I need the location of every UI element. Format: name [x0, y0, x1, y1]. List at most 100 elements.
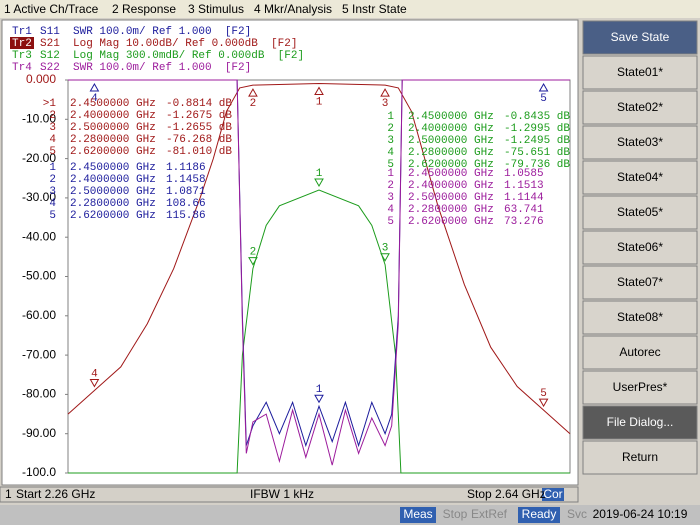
marker-num: 1: [387, 168, 394, 180]
footer-item: Meas: [403, 507, 432, 521]
marker-num: 4: [387, 147, 394, 159]
menu-bar: [0, 0, 700, 18]
marker-freq: 2.4500000 GHz: [408, 111, 494, 123]
marker-value: 73.276: [504, 216, 544, 228]
marker-freq: 2.4500000 GHz: [408, 168, 494, 180]
cor-box: [542, 488, 564, 501]
marker-freq: 2.4500000 GHz: [70, 98, 156, 110]
softkey-label: Autorec: [619, 345, 660, 359]
marker-value: -81.010 dB: [166, 146, 232, 158]
status-ifbw: IFBW 1 kHz: [250, 487, 314, 501]
y-tick-label: 0.000: [26, 72, 56, 86]
marker-freq: 2.2800000 GHz: [408, 204, 494, 216]
marker-label: 5: [540, 388, 547, 400]
marker-freq: 2.5000000 GHz: [408, 192, 494, 204]
softkey-label: State02*: [617, 100, 663, 114]
softkey-label: State07*: [617, 275, 663, 289]
menu-item[interactable]: 5 Instr State: [342, 2, 407, 16]
marker-value: 1.0871: [166, 186, 206, 198]
marker-value: -76.268 dB: [166, 134, 232, 146]
softkey[interactable]: [582, 300, 698, 335]
softkey[interactable]: [582, 195, 698, 230]
status-channel: 1: [5, 487, 12, 501]
softkey[interactable]: [582, 160, 698, 195]
softkey[interactable]: [582, 440, 698, 475]
softkey-label: Save State: [611, 30, 670, 44]
menu-item[interactable]: 4 Mkr/Analysis: [254, 2, 332, 16]
softkey[interactable]: [582, 405, 698, 440]
active-trace-box: [10, 37, 34, 49]
softkey[interactable]: [582, 55, 698, 90]
marker-freq: 2.6200000 GHz: [70, 210, 156, 222]
y-tick-label: -90.00: [22, 426, 56, 440]
softkey[interactable]: [582, 370, 698, 405]
softkey[interactable]: [582, 230, 698, 265]
marker: [314, 86, 324, 96]
softkey-label: State01*: [617, 65, 663, 79]
footer-item: ExtRef: [471, 507, 508, 521]
ready-box: [518, 507, 560, 523]
marker: [248, 257, 258, 266]
marker-num: 3: [49, 186, 56, 198]
marker-freq: 2.5000000 GHz: [70, 186, 156, 198]
softkey-label: State04*: [617, 170, 663, 184]
marker-num: 4: [49, 134, 56, 146]
marker-freq: 2.2800000 GHz: [408, 147, 494, 159]
softkey[interactable]: [582, 265, 698, 300]
softkey[interactable]: [582, 20, 698, 55]
status-bar: [0, 486, 579, 503]
marker-freq: 2.2800000 GHz: [70, 198, 156, 210]
marker-freq: 2.2800000 GHz: [70, 134, 156, 146]
footer-item: Svc: [567, 507, 587, 521]
y-tick-label: -10.00: [22, 111, 56, 125]
marker-label: 1: [316, 96, 323, 108]
marker-freq: 2.4500000 GHz: [70, 162, 156, 174]
marker-value: 1.1458: [166, 174, 206, 186]
y-tick-label: -40.00: [22, 229, 56, 243]
marker-freq: 2.6200000 GHz: [70, 146, 156, 158]
marker-num: 2: [387, 180, 394, 192]
marker-value: -1.2655 dB: [166, 122, 232, 134]
softkey[interactable]: [582, 90, 698, 125]
menu-item[interactable]: 1 Active Ch/Trace: [4, 2, 99, 16]
softkey[interactable]: [582, 125, 698, 160]
marker-num: 1: [49, 162, 56, 174]
marker-value: -0.8814 dB: [166, 98, 232, 110]
marker-value: 1.1186: [166, 162, 206, 174]
marker-label: 5: [540, 93, 547, 105]
footer-item: Ready: [522, 507, 557, 521]
marker-label: 3: [382, 98, 389, 110]
trace-id: Tr3: [12, 50, 32, 62]
softkey[interactable]: [582, 335, 698, 370]
marker-value: 63.741: [504, 204, 544, 216]
menu-item[interactable]: 3 Stimulus: [188, 2, 244, 16]
marker: [89, 82, 100, 92]
marker-num: 4: [387, 204, 394, 216]
marker-label: 2: [250, 247, 257, 259]
marker: [380, 88, 390, 97]
trace-header: S21 Log Mag 10.00dB/ Ref 0.000dB [F2]: [40, 38, 297, 50]
trace-id: Tr1: [12, 26, 32, 38]
marker-value: 1.1144: [504, 192, 544, 204]
marker-num: 2: [387, 123, 394, 135]
marker: [89, 378, 100, 388]
marker-num: 5: [49, 210, 56, 222]
marker: [314, 178, 324, 188]
marker-num: 3: [387, 135, 394, 147]
softkey-label: State08*: [617, 310, 663, 324]
marker-label: 1: [316, 168, 323, 180]
trace-header: S11 SWR 100.0m/ Ref 1.000 [F2]: [40, 26, 251, 38]
marker-freq: 2.4000000 GHz: [70, 174, 156, 186]
trace-id: Tr2: [12, 38, 32, 50]
marker-label: 4: [91, 368, 98, 380]
y-tick-label: -70.00: [22, 347, 56, 361]
status-cor: Cor: [543, 487, 562, 501]
marker-num: 3: [387, 192, 394, 204]
trace-line: [68, 79, 570, 466]
menu-item[interactable]: 2 Response: [112, 2, 176, 16]
marker: [380, 253, 390, 262]
marker: [538, 82, 549, 92]
marker-freq: 2.4000000 GHz: [408, 123, 494, 135]
marker-num: 2: [49, 174, 56, 186]
